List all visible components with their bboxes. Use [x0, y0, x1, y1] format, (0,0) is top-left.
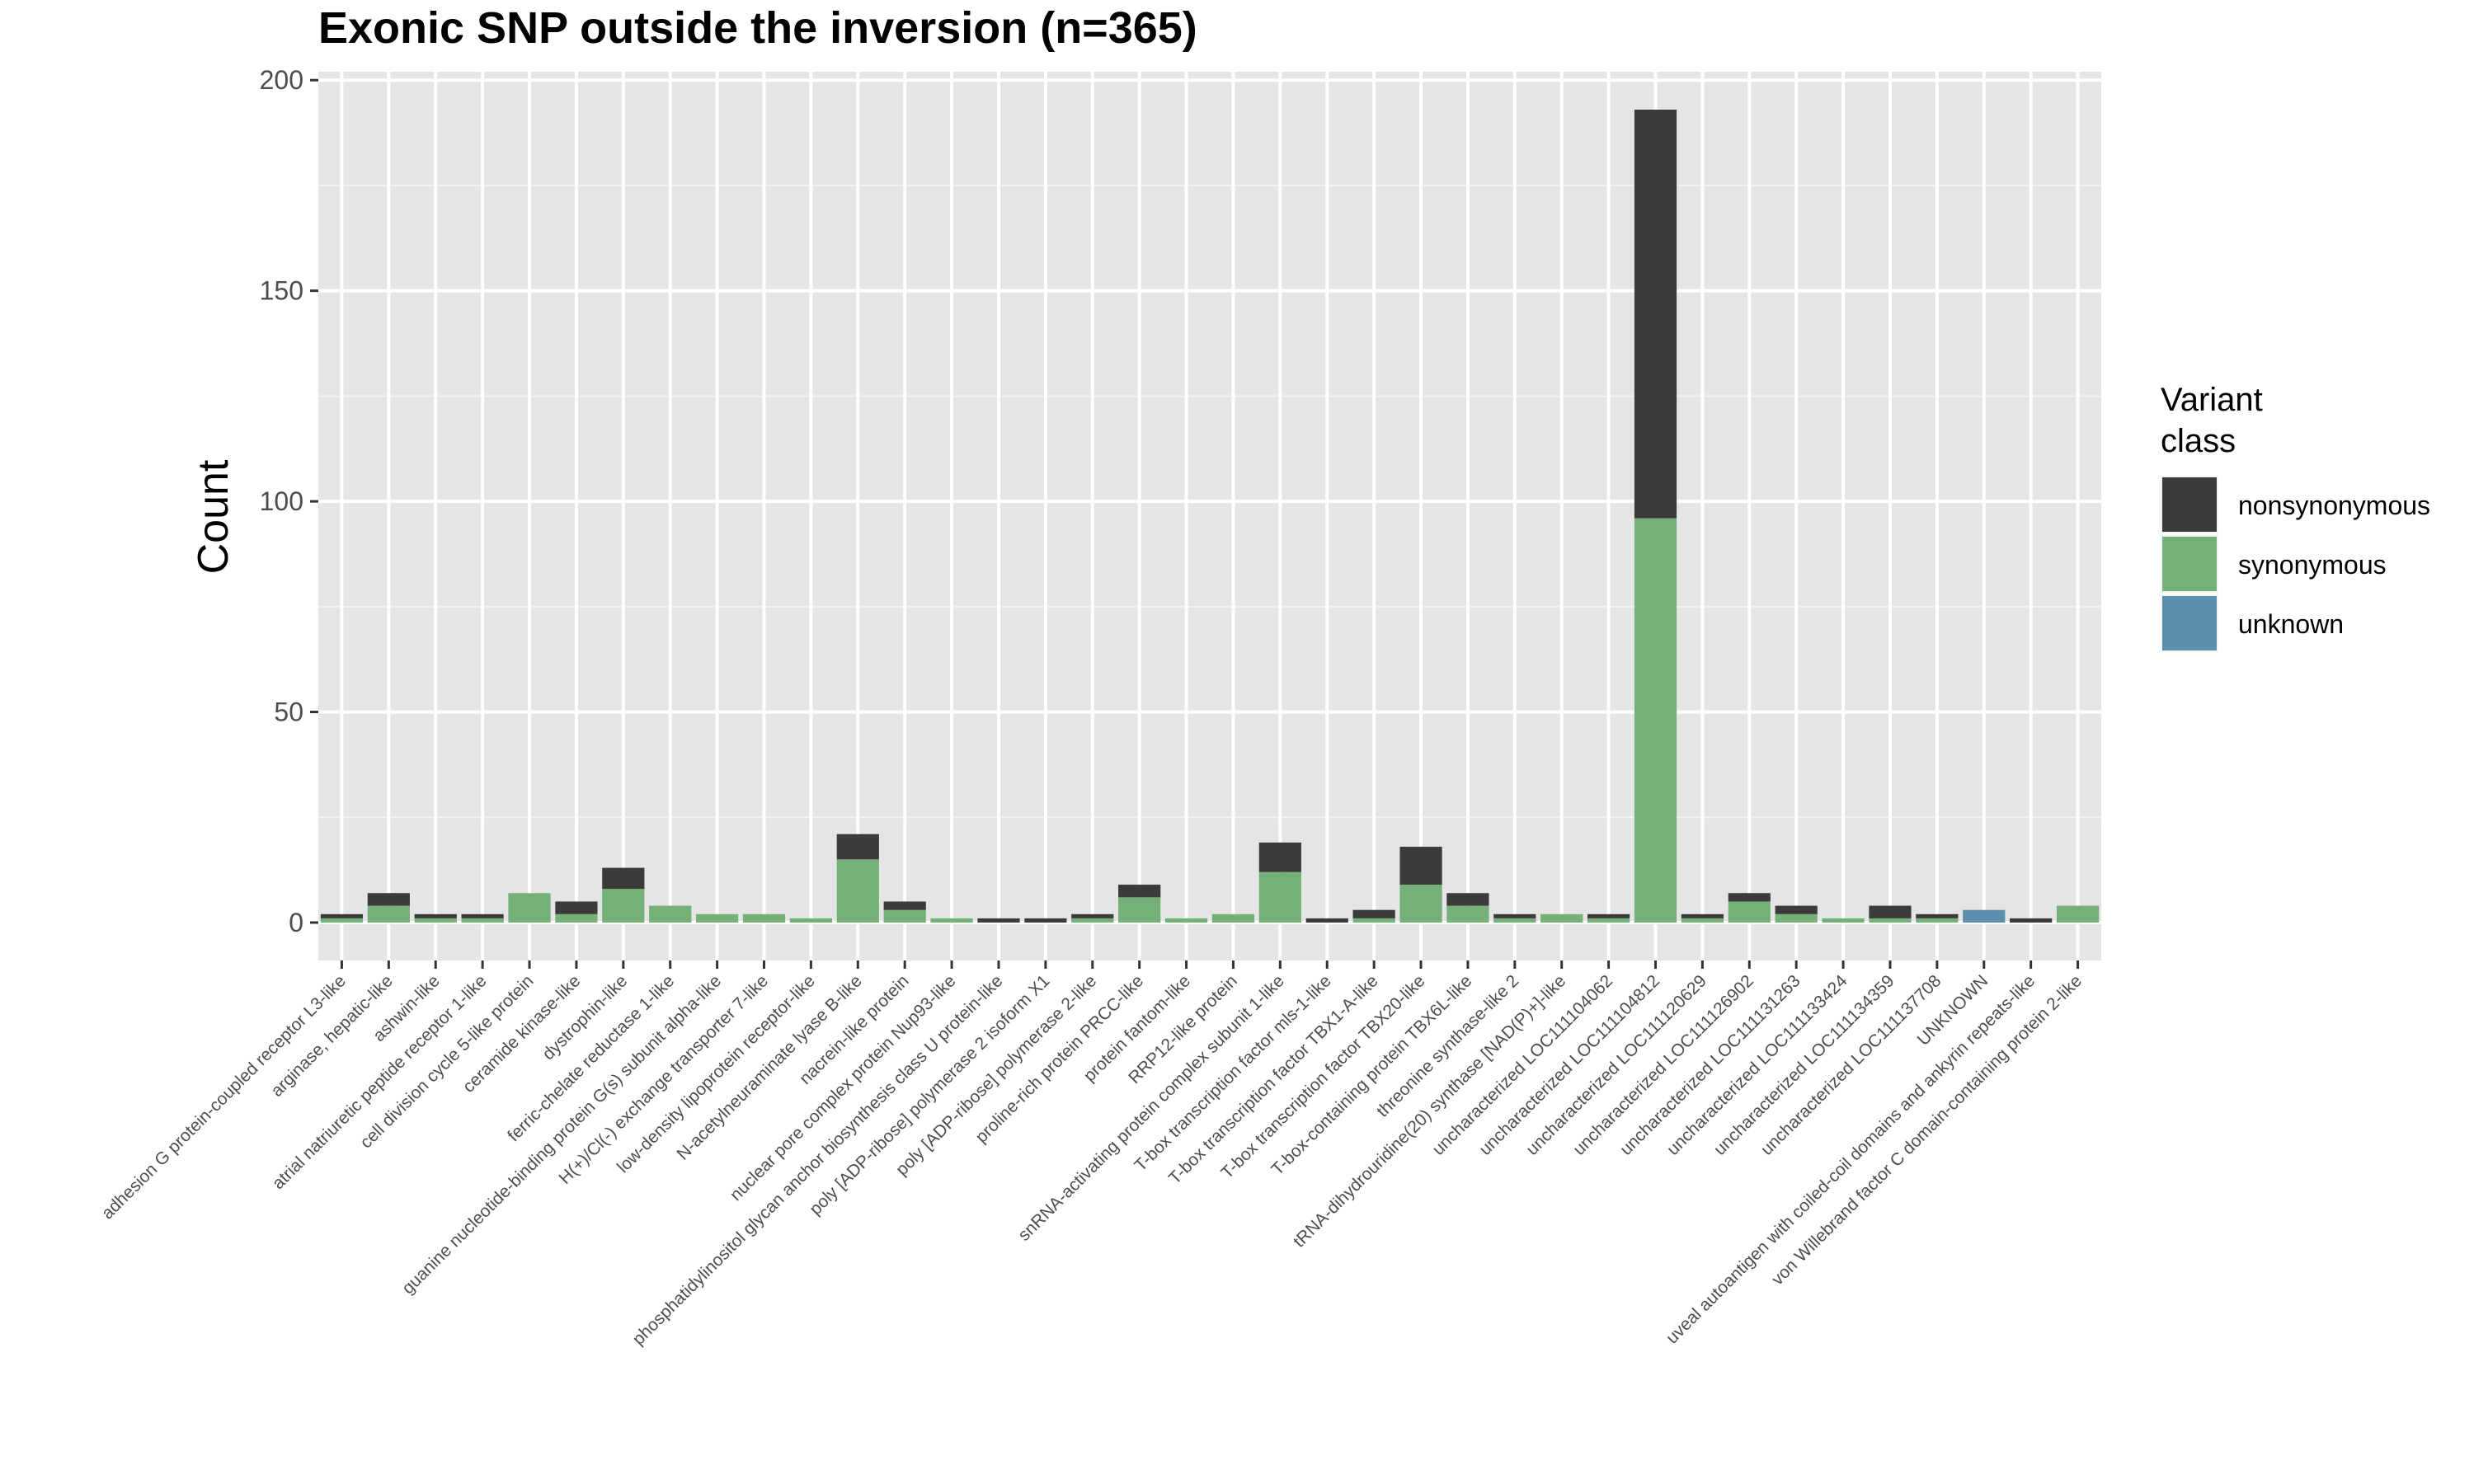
bar-segment-synonymous — [1493, 918, 1536, 923]
y-axis-label: Count — [190, 459, 238, 574]
bar-segment-nonsynonymous — [1869, 905, 1912, 918]
bar-segment-synonymous — [1540, 913, 1583, 923]
bar-segment-synonymous — [602, 889, 645, 923]
plot-panel — [318, 72, 2101, 960]
bar-segment-synonymous — [1587, 918, 1630, 923]
y-tick-label: 0 — [289, 908, 303, 937]
legend-title: Variant — [2161, 382, 2263, 418]
y-tick-label: 50 — [274, 697, 303, 727]
bar-segment-nonsynonymous — [883, 901, 926, 910]
bars — [320, 109, 2100, 923]
bar-segment-synonymous — [1728, 901, 1771, 923]
bar-segment-synonymous — [1916, 918, 1959, 923]
bar-segment-nonsynonymous — [461, 913, 504, 918]
legend-label-unknown: unknown — [2238, 609, 2344, 639]
bar-segment-nonsynonymous — [836, 834, 879, 860]
legend-label-nonsynonymous: nonsynonymous — [2238, 491, 2430, 520]
bar-segment-nonsynonymous — [1399, 847, 1442, 885]
legend-title: class — [2161, 423, 2236, 459]
bar-segment-synonymous — [1634, 518, 1677, 923]
bar-segment-nonsynonymous — [2010, 918, 2053, 923]
bar-segment-synonymous — [1352, 918, 1395, 923]
bar-segment-synonymous — [1681, 918, 1724, 923]
y-tick-label: 100 — [260, 486, 303, 516]
bar-segment-synonymous — [789, 918, 832, 923]
bar-segment-synonymous — [508, 893, 551, 923]
bar-segment-nonsynonymous — [1305, 918, 1348, 923]
y-tick-label: 150 — [260, 276, 303, 306]
bar-segment-nonsynonymous — [320, 913, 364, 918]
bar-segment-nonsynonymous — [1634, 109, 1677, 519]
bar-segment-nonsynonymous — [1118, 885, 1161, 898]
bar-segment-nonsynonymous — [1258, 842, 1301, 872]
x-tick-label: dystrophin-like — [539, 971, 631, 1064]
bar-segment-synonymous — [1446, 905, 1489, 923]
bar-segment-nonsynonymous — [977, 918, 1020, 923]
bar-segment-synonymous — [1118, 897, 1161, 923]
bar-segment-synonymous — [320, 918, 364, 923]
legend-swatch-synonymous — [2162, 537, 2217, 591]
x-tick-label: adhesion G protein-coupled receptor L3-l… — [98, 971, 350, 1223]
bar-segment-nonsynonymous — [367, 893, 410, 906]
legend-swatch-unknown — [2162, 596, 2217, 650]
bar-segment-nonsynonymous — [1071, 913, 1114, 918]
bar-segment-synonymous — [1071, 918, 1114, 923]
bar-segment-synonymous — [2056, 905, 2100, 923]
bar-segment-nonsynonymous — [1446, 893, 1489, 906]
bar-segment-nonsynonymous — [1352, 909, 1395, 918]
bar-segment-synonymous — [1775, 913, 1818, 923]
bar-segment-synonymous — [367, 905, 410, 923]
bar-segment-unknown — [1963, 909, 2006, 923]
bar-segment-synonymous — [1258, 871, 1301, 923]
y-tick-label: 200 — [260, 65, 303, 95]
bar-segment-nonsynonymous — [555, 901, 598, 914]
x-axis: adhesion G protein-coupled receptor L3-l… — [98, 960, 2086, 1349]
bar-segment-nonsynonymous — [1728, 893, 1771, 902]
bar-segment-nonsynonymous — [1587, 913, 1630, 918]
bar-segment-nonsynonymous — [1493, 913, 1536, 918]
bar-segment-nonsynonymous — [1775, 905, 1818, 914]
bar-segment-nonsynonymous — [1916, 913, 1959, 918]
bar-segment-synonymous — [555, 913, 598, 923]
y-axis: 0 50 100 150 200 — [260, 65, 318, 937]
bar-segment-synonymous — [1822, 918, 1865, 923]
bar-segment-synonymous — [883, 909, 926, 923]
bar-segment-nonsynonymous — [414, 913, 457, 918]
bar-segment-synonymous — [649, 905, 692, 923]
legend-swatch-nonsynonymous — [2162, 477, 2217, 532]
bar-segment-synonymous — [742, 913, 786, 923]
bar-segment-synonymous — [414, 918, 457, 923]
bar-segment-synonymous — [836, 859, 879, 923]
bar-segment-synonymous — [1164, 918, 1208, 923]
bar-segment-synonymous — [930, 918, 973, 923]
bar-segment-synonymous — [461, 918, 504, 923]
bar-segment-nonsynonymous — [1024, 918, 1067, 923]
bar-segment-synonymous — [1211, 913, 1255, 923]
legend: Variant class nonsynonymous synonymous unkno… — [2161, 382, 2430, 652]
bar-segment-synonymous — [696, 913, 739, 923]
bar-segment-nonsynonymous — [1681, 913, 1724, 918]
bar-segment-synonymous — [1869, 918, 1912, 923]
legend-label-synonymous: synonymous — [2238, 550, 2387, 580]
bar-segment-nonsynonymous — [602, 867, 645, 890]
chart-title: Exonic SNP outside the inversion (n=365) — [318, 3, 1197, 53]
bar-segment-synonymous — [1399, 885, 1442, 923]
